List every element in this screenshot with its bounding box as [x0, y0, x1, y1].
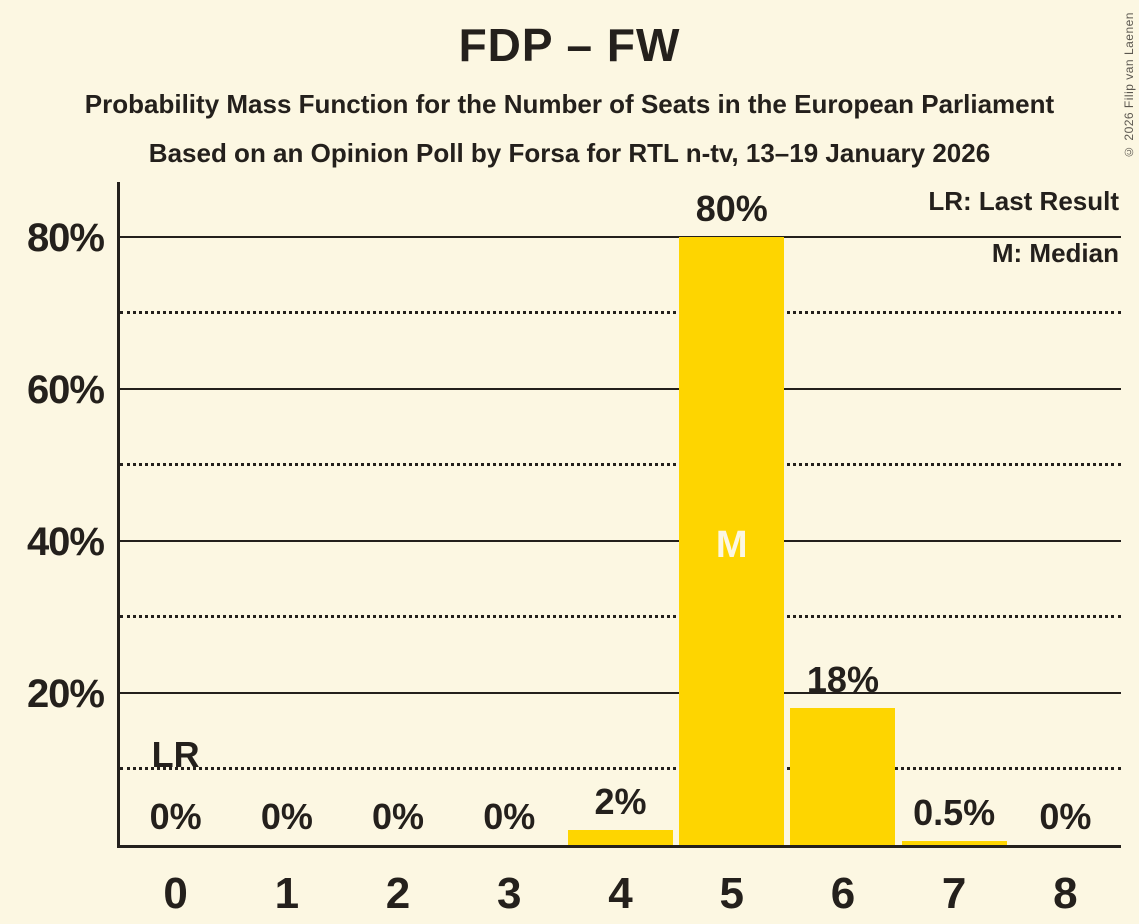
y-tick-60pct: 60%	[26, 368, 105, 412]
y-tick-80pct: 80%	[26, 216, 105, 260]
y-tick-40pct: 40%	[26, 520, 105, 564]
value-label-2-seats: 0%	[372, 796, 425, 837]
legend-median: M: Median	[991, 238, 1119, 268]
gridline-solid-40pct	[120, 540, 1121, 542]
x-tick-3: 3	[497, 869, 522, 918]
median-marker: M	[715, 524, 748, 566]
x-tick-8: 8	[1053, 869, 1078, 918]
bar-4-seats	[568, 830, 673, 845]
value-label-7-seats: 0.5%	[913, 792, 996, 834]
x-tick-4: 4	[608, 869, 633, 918]
copyright-note: © 2026 Filip van Laenen	[1122, 12, 1136, 159]
value-label-5-seats: 80%	[695, 188, 768, 229]
x-tick-0: 0	[163, 869, 188, 918]
gridline-dotted-10pct	[120, 767, 1121, 770]
gridline-solid-60pct	[120, 388, 1121, 390]
x-tick-6: 6	[830, 869, 856, 918]
legend-last-result: LR: Last Result	[928, 186, 1119, 216]
last-result-marker: LR	[151, 734, 200, 775]
gridline-dotted-30pct	[120, 615, 1121, 618]
gridline-dotted-70pct	[120, 311, 1121, 314]
gridline-dotted-50pct	[120, 463, 1121, 466]
value-label-4-seats: 2%	[594, 780, 647, 822]
value-label-8-seats: 0%	[1039, 796, 1092, 837]
bar-5-seats	[679, 237, 785, 845]
chart-title: FDP – FW	[458, 19, 681, 71]
x-axis-line	[117, 845, 1121, 848]
y-tick-20pct: 20%	[26, 672, 105, 716]
value-label-3-seats: 0%	[483, 796, 536, 837]
x-tick-1: 1	[274, 869, 300, 918]
x-tick-7: 7	[941, 869, 967, 918]
chart-subtitle-line1: Probability Mass Function for the Number…	[84, 89, 1055, 119]
value-label-1-seats: 0%	[260, 796, 313, 837]
gridline-solid-20pct	[120, 692, 1121, 694]
y-axis-line	[117, 182, 120, 848]
value-label-0-seats: 0%	[149, 796, 202, 837]
x-tick-2: 2	[385, 869, 411, 918]
chart-subtitle-line2: Based on an Opinion Poll by Forsa for RT…	[148, 138, 991, 168]
bar-7-seats	[901, 841, 1007, 845]
bar-6-seats	[790, 708, 896, 845]
gridline-solid-80pct	[120, 236, 1121, 238]
x-tick-5: 5	[719, 869, 744, 918]
value-label-6-seats: 18%	[806, 659, 879, 701]
